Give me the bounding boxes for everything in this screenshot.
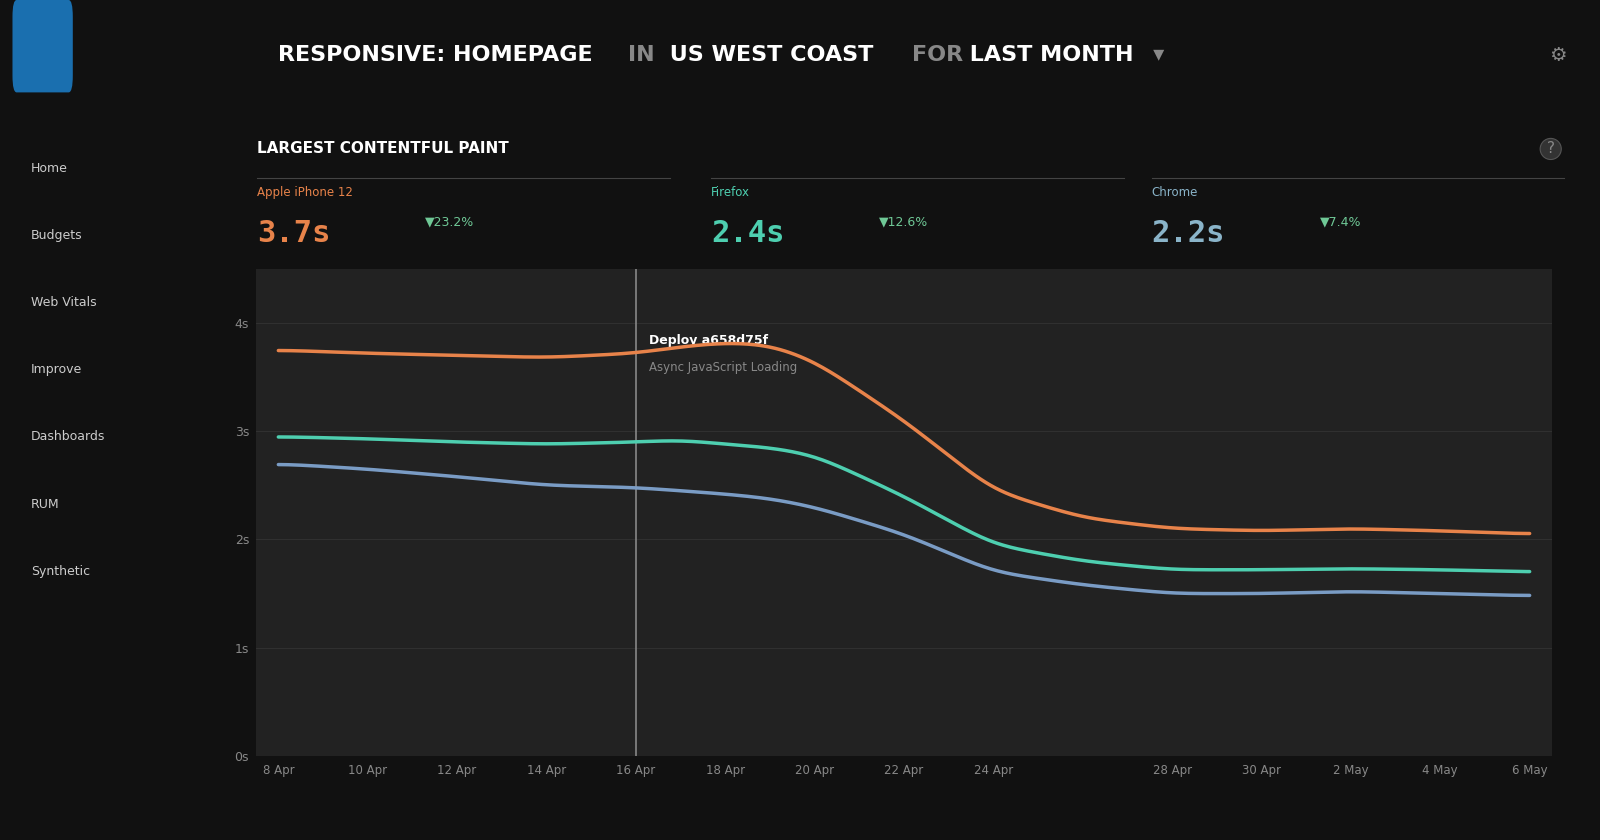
Text: FOR: FOR (912, 45, 963, 66)
Text: Dashboards: Dashboards (32, 430, 106, 444)
Text: Apple iPhone 12: Apple iPhone 12 (258, 186, 354, 199)
Text: Async JavaScript Loading: Async JavaScript Loading (650, 361, 797, 374)
Text: Budgets: Budgets (32, 228, 83, 242)
Text: Web Vitals: Web Vitals (32, 296, 98, 309)
FancyBboxPatch shape (13, 0, 74, 92)
Text: Synthetic: Synthetic (32, 564, 90, 578)
Text: Home: Home (32, 161, 69, 175)
Text: 2.2s: 2.2s (1152, 219, 1226, 248)
Text: RESPONSIVE: HOMEPAGE: RESPONSIVE: HOMEPAGE (278, 45, 600, 66)
Text: ▼12.6%: ▼12.6% (880, 215, 928, 228)
Text: 3.7s: 3.7s (258, 219, 331, 248)
Text: LAST MONTH: LAST MONTH (963, 45, 1134, 66)
Text: 2.4s: 2.4s (712, 219, 786, 248)
Text: Firefox: Firefox (712, 186, 750, 199)
Text: US WEST COAST: US WEST COAST (662, 45, 882, 66)
Text: RUM: RUM (32, 497, 59, 511)
Text: Deploy a658d75f: Deploy a658d75f (650, 333, 768, 347)
Text: ⚙: ⚙ (1549, 46, 1566, 65)
Text: Chrome: Chrome (1152, 186, 1198, 199)
Text: IN: IN (629, 45, 654, 66)
Text: ?: ? (1547, 141, 1555, 156)
Text: ▼23.2%: ▼23.2% (426, 215, 475, 228)
Text: Improve: Improve (32, 363, 83, 376)
Text: ▾: ▾ (1146, 45, 1165, 66)
Text: LARGEST CONTENTFUL PAINT: LARGEST CONTENTFUL PAINT (258, 141, 509, 156)
Text: ▼7.4%: ▼7.4% (1320, 215, 1362, 228)
